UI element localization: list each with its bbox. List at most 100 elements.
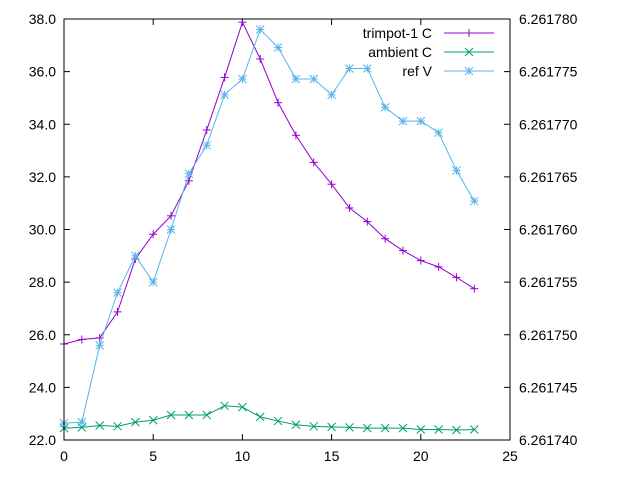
y2-tick-label: 6.261760	[519, 222, 578, 238]
data-point-0	[309, 158, 318, 167]
data-point-0	[220, 73, 229, 82]
y2-tick-label: 6.261740	[519, 432, 578, 448]
y-tick-label: 24.0	[29, 379, 56, 395]
y-tick-label: 34.0	[29, 116, 56, 132]
y2-tick-label: 6.261745	[519, 379, 578, 395]
data-point-0	[416, 256, 425, 265]
x-tick-label: 0	[60, 448, 68, 464]
data-point-2	[452, 166, 461, 175]
y-tick-label: 30.0	[29, 222, 56, 238]
y2-tick-label: 6.261780	[519, 11, 578, 27]
legend-label: trimpot-1 C	[363, 25, 432, 41]
data-point-2	[469, 196, 479, 206]
legend-marker	[464, 66, 474, 76]
data-point-0	[167, 211, 176, 220]
x-tick-label: 15	[324, 448, 340, 464]
data-point-2	[398, 116, 408, 126]
data-point-2	[416, 116, 426, 126]
data-point-0	[327, 180, 336, 189]
data-point-2	[131, 251, 140, 261]
legend: trimpot-1 C ambient C ref V	[363, 25, 494, 79]
data-point-0	[398, 246, 407, 255]
data-point-1	[380, 423, 390, 433]
x-tick-label: 10	[235, 448, 251, 464]
data-point-2	[362, 64, 372, 73]
y-tick-label: 32.0	[29, 169, 56, 185]
data-point-2	[113, 288, 122, 298]
data-point-1	[95, 421, 105, 430]
data-point-0	[345, 203, 354, 212]
data-point-0	[149, 230, 158, 239]
data-point-1	[469, 425, 479, 434]
legend-label: ref V	[402, 63, 432, 79]
data-point-1	[184, 410, 194, 420]
data-point-2	[291, 74, 301, 84]
data-point-2	[434, 128, 443, 138]
data-point-2	[184, 169, 194, 179]
legend-marker	[465, 29, 473, 37]
data-point-1	[345, 423, 354, 432]
data-point-1	[113, 421, 122, 431]
data-point-2	[255, 25, 265, 34]
data-point-2	[238, 74, 247, 84]
y-tick-label: 26.0	[29, 327, 56, 343]
data-point-1	[434, 425, 443, 434]
series-line-2	[63, 28, 475, 424]
y2-tick-label: 6.261755	[519, 274, 578, 290]
series-layer	[59, 18, 479, 435]
data-point-1	[255, 412, 265, 422]
data-point-2	[380, 103, 390, 112]
ticks-layer: 0 5 10 15 20 25 22.0 24.0 26.0 28.0 30.0 32.0 34.0 36…	[29, 11, 578, 464]
data-point-0	[363, 217, 372, 226]
data-point-0	[77, 335, 86, 344]
data-point-1	[416, 425, 426, 434]
data-point-0	[274, 98, 283, 107]
data-point-2	[202, 140, 212, 150]
data-point-1	[131, 417, 140, 427]
data-point-1	[327, 422, 336, 432]
data-point-0	[256, 54, 265, 63]
y-tick-label: 28.0	[29, 274, 56, 290]
series-line-0	[63, 20, 475, 345]
data-point-0	[381, 234, 390, 243]
data-point-1	[452, 425, 461, 435]
data-point-1	[148, 415, 158, 425]
data-point-2	[345, 64, 354, 73]
data-point-0	[434, 262, 443, 271]
y-tick-label: 36.0	[29, 64, 56, 80]
y-tick-label: 22.0	[29, 432, 56, 448]
y2-tick-label: 6.261750	[519, 327, 578, 343]
y2-tick-label: 6.261775	[519, 64, 578, 80]
data-point-2	[77, 417, 87, 427]
data-point-2	[273, 43, 283, 52]
data-point-1	[238, 402, 247, 412]
data-point-2	[309, 74, 319, 84]
legend-label: ambient C	[368, 44, 432, 60]
data-point-0	[452, 273, 461, 282]
data-point-1	[309, 421, 319, 431]
y2-tick-label: 6.261770	[519, 116, 578, 132]
series-line-1	[63, 405, 475, 431]
y2-tick-label: 6.261765	[519, 169, 578, 185]
x-tick-label: 5	[149, 448, 157, 464]
x-tick-label: 20	[413, 448, 429, 464]
data-point-1	[166, 410, 176, 420]
data-point-1	[220, 401, 229, 411]
data-point-2	[166, 225, 176, 234]
data-point-0	[470, 284, 479, 293]
data-point-2	[327, 90, 336, 100]
data-point-2	[220, 90, 229, 100]
legend-marker	[464, 47, 474, 57]
data-point-1	[291, 420, 301, 430]
data-point-0	[202, 126, 211, 135]
data-point-0	[291, 131, 300, 140]
data-point-1	[362, 423, 372, 433]
data-point-0	[113, 307, 122, 316]
data-point-2	[148, 277, 158, 287]
y-tick-label: 38.0	[29, 11, 56, 27]
data-point-2	[95, 340, 105, 350]
plot-frame	[63, 18, 511, 441]
data-point-1	[398, 423, 408, 433]
data-point-1	[273, 416, 283, 426]
